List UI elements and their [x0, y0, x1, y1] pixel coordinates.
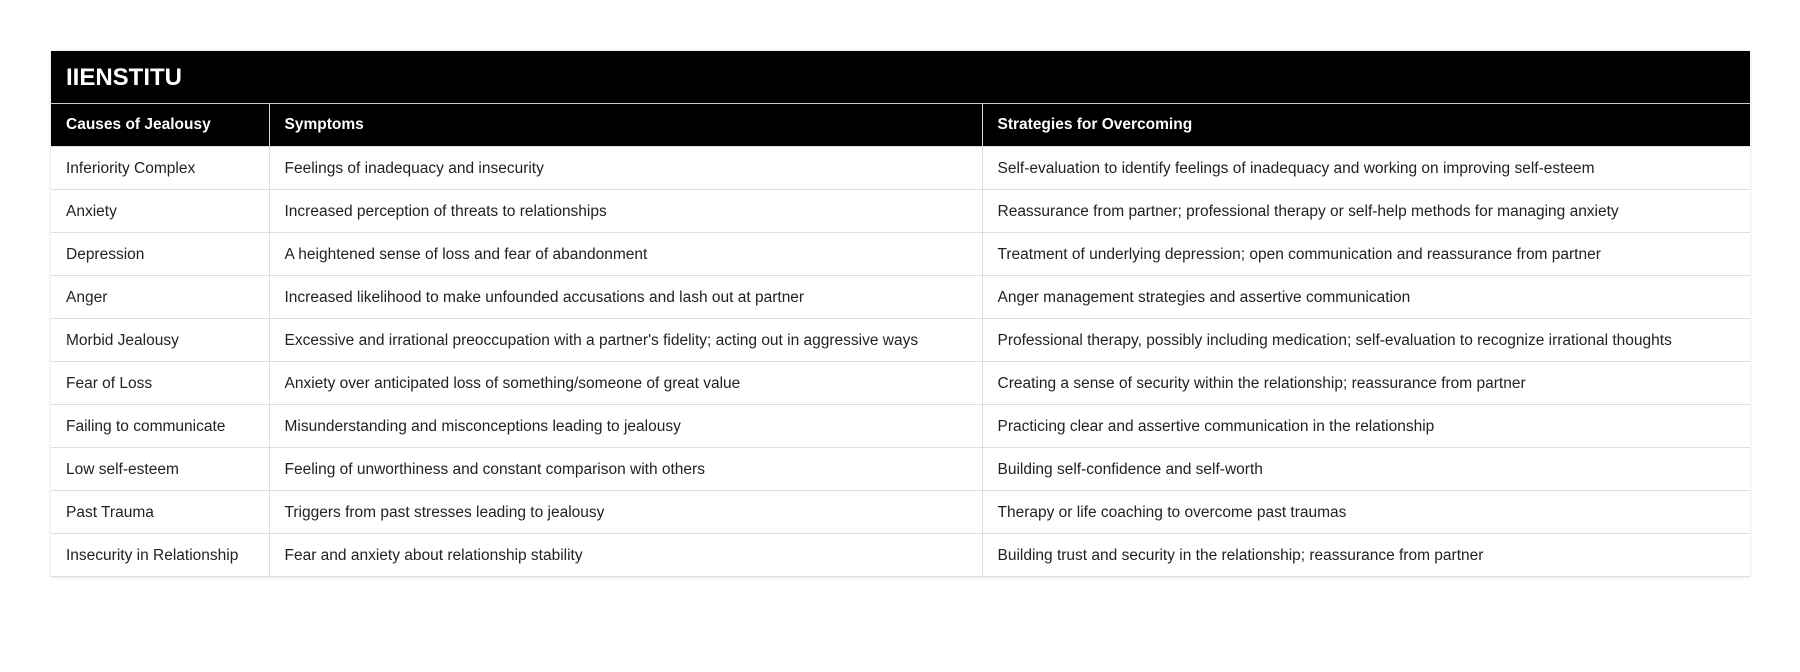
table-row: Depression A heightened sense of loss and… [51, 232, 1750, 276]
cell-cause: Anger [51, 275, 270, 319]
cell-symptom: Increased perception of threats to relat… [268, 189, 983, 233]
cell-strategy: Reassurance from partner; professional t… [981, 189, 1750, 233]
table-row: Insecurity in Relationship Fear and anxie… [51, 533, 1750, 577]
header-row: Causes of Jealousy Symptoms Strategies f… [51, 104, 1750, 147]
cell-cause: Morbid Jealousy [51, 318, 270, 362]
cell-symptom: Excessive and irrational preoccupation w… [268, 318, 983, 362]
cell-symptom: Feeling of unworthiness and constant com… [268, 447, 983, 491]
cell-strategy: Treatment of underlying depression; open… [981, 232, 1750, 276]
cell-strategy: Professional therapy, possibly including… [981, 318, 1750, 362]
jealousy-table: Causes of Jealousy Symptoms Strategies f… [51, 104, 1750, 577]
cell-cause: Inferiority Complex [51, 146, 270, 190]
table-title: IIENSTITU [51, 51, 1750, 104]
cell-symptom: Increased likelihood to make unfounded a… [268, 275, 983, 319]
cell-strategy: Self-evaluation to identify feelings of … [981, 146, 1750, 190]
table-row: Morbid Jealousy Excessive and irrational … [51, 318, 1750, 362]
cell-strategy: Building self-confidence and self-worth [981, 447, 1750, 491]
cell-symptom: A heightened sense of loss and fear of a… [268, 232, 983, 276]
table-row: Anger Increased likelihood to make unfoun… [51, 275, 1750, 319]
cell-strategy: Anger management strategies and assertiv… [981, 275, 1750, 319]
table-row: Failing to communicate Misunderstanding a… [51, 404, 1750, 448]
cell-cause: Past Trauma [51, 490, 270, 534]
header-strategies: Strategies for Overcoming [981, 104, 1750, 147]
cell-cause: Fear of Loss [51, 361, 270, 405]
table-row: Low self-esteem Feeling of unworthiness a… [51, 447, 1750, 491]
cell-symptom: Triggers from past stresses leading to j… [268, 490, 983, 534]
cell-cause: Depression [51, 232, 270, 276]
table-row: Past Trauma Triggers from past stresses l… [51, 490, 1750, 534]
cell-symptom: Misunderstanding and misconceptions lead… [268, 404, 983, 448]
cell-symptom: Fear and anxiety about relationship stab… [268, 533, 983, 577]
cell-cause: Low self-esteem [51, 447, 270, 491]
cell-cause: Insecurity in Relationship [51, 533, 270, 577]
cell-strategy: Therapy or life coaching to overcome pas… [981, 490, 1750, 534]
jealousy-table-container: IIENSTITU Causes of Jealousy Symptoms St… [51, 51, 1750, 577]
header-symptoms: Symptoms [268, 104, 982, 147]
table-row: Fear of Loss Anxiety over anticipated los… [51, 361, 1750, 405]
cell-cause: Failing to communicate [51, 404, 270, 448]
cell-cause: Anxiety [51, 189, 270, 233]
cell-symptom: Anxiety over anticipated loss of somethi… [268, 361, 983, 405]
table-row: Inferiority Complex Feelings of inadequac… [51, 146, 1750, 190]
cell-strategy: Building trust and security in the relat… [981, 533, 1750, 577]
cell-strategy: Creating a sense of security within the … [981, 361, 1750, 405]
header-causes: Causes of Jealousy [51, 104, 269, 147]
cell-symptom: Feelings of inadequacy and insecurity [268, 146, 983, 190]
cell-strategy: Practicing clear and assertive communica… [981, 404, 1750, 448]
table-row: Anxiety Increased perception of threats t… [51, 189, 1750, 233]
